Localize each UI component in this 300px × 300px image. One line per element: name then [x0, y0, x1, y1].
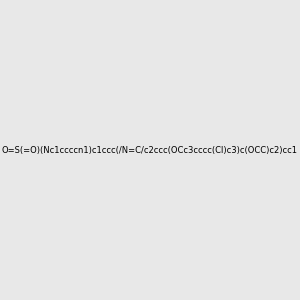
Text: O=S(=O)(Nc1ccccn1)c1ccc(/N=C/c2ccc(OCc3cccc(Cl)c3)c(OCC)c2)cc1: O=S(=O)(Nc1ccccn1)c1ccc(/N=C/c2ccc(OCc3c… — [2, 146, 298, 154]
